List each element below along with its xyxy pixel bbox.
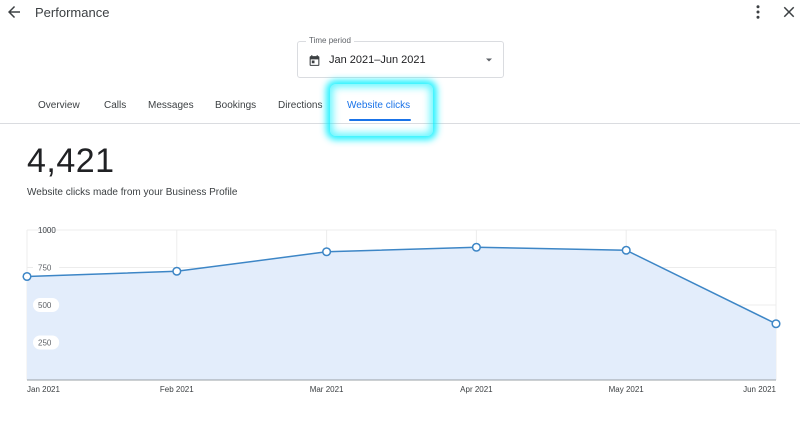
page-title: Performance (35, 5, 110, 20)
data-point (771, 319, 781, 329)
x-tick-label: May 2021 (609, 385, 645, 394)
y-tick-label: 1000 (38, 226, 56, 235)
data-point (172, 266, 182, 276)
y-tick-label-bg (33, 298, 60, 312)
x-tick-label: Feb 2021 (160, 385, 194, 394)
tab-overview[interactable]: Overview (38, 100, 80, 111)
tab-bar: Overview Calls Messages Bookings Directi… (0, 88, 800, 124)
y-tick-label: 500 (38, 301, 52, 310)
y-tick-label: 250 (38, 339, 52, 348)
tab-directions[interactable]: Directions (278, 100, 323, 111)
x-tick-label: Jan 2021 (27, 385, 60, 394)
calendar-icon (309, 55, 320, 66)
y-tick-label: 750 (38, 264, 52, 273)
x-tick-label: Jun 2021 (743, 385, 776, 394)
area-fill (27, 247, 776, 380)
y-tick-label: 1000 (38, 226, 56, 235)
close-icon[interactable] (780, 3, 798, 21)
x-tick-label: Mar 2021 (310, 385, 344, 394)
data-point (322, 247, 332, 257)
data-point (22, 271, 32, 282)
x-tick-label: Apr 2021 (460, 385, 493, 394)
tab-website-clicks[interactable]: Website clicks (347, 100, 411, 111)
y-tick-label-bg (33, 335, 60, 350)
caret-down-icon (486, 58, 492, 62)
data-point (471, 242, 481, 252)
total-value: 4,421 (27, 142, 115, 180)
series-line (26, 246, 777, 325)
total-caption: Website clicks made from your Business P… (27, 187, 238, 198)
time-period-select[interactable]: Time period Jan 2021–Jun 2021 (297, 36, 504, 78)
tab-bookings[interactable]: Bookings (215, 100, 257, 111)
time-period-value: Jan 2021–Jun 2021 (329, 54, 426, 66)
arrow-back-icon[interactable] (5, 3, 23, 21)
top-bar: Performance (0, 0, 800, 26)
more-vert-icon[interactable] (749, 3, 767, 21)
data-point (621, 245, 631, 255)
active-tab-indicator (349, 119, 411, 121)
tab-messages[interactable]: Messages (148, 100, 194, 111)
y-tick-label-bg (33, 260, 60, 275)
tab-calls[interactable]: Calls (104, 100, 127, 111)
time-period-label: Time period (306, 36, 354, 45)
